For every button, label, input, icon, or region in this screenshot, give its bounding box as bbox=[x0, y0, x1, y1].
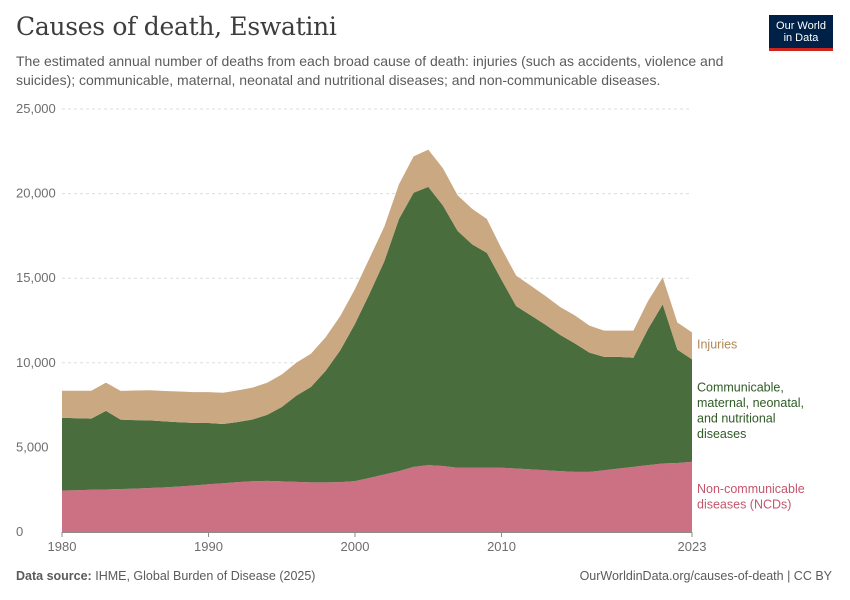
x-tick-label: 1990 bbox=[194, 539, 223, 554]
series-label-line: diseases bbox=[697, 427, 746, 441]
data-source-label: Data source: bbox=[16, 569, 92, 583]
area-series-injuries[interactable] bbox=[62, 149, 692, 425]
logo-line-1: Our World bbox=[776, 20, 826, 32]
owid-logo[interactable]: Our World in Data bbox=[769, 15, 833, 51]
y-tick-label: 20,000 bbox=[16, 186, 56, 201]
series-labels: Non-communicable diseases (NCDs) Communica… bbox=[697, 337, 805, 511]
series-label-line: Non-communicable bbox=[697, 482, 805, 496]
series-label-line: diseases (NCDs) bbox=[697, 498, 791, 512]
area-layer bbox=[62, 149, 692, 532]
y-tick-label: 10,000 bbox=[16, 355, 56, 370]
area-series-ncd[interactable] bbox=[62, 461, 692, 532]
y-tick-label: 5,000 bbox=[16, 439, 49, 454]
series-label-line: Communicable, bbox=[697, 380, 784, 394]
x-tick-label: 2023 bbox=[678, 539, 707, 554]
series-label-communicable: Communicable, maternal, neonatal, and nutr… bbox=[697, 380, 804, 441]
axes: 0 5,000 10,000 15,000 20,000 25,000 1980 1990 20… bbox=[16, 101, 706, 554]
series-label-line: and nutritional bbox=[697, 411, 776, 425]
data-source-text: IHME, Global Burden of Disease (2025) bbox=[95, 569, 316, 583]
chart-subtitle: The estimated annual number of deaths fr… bbox=[16, 53, 724, 88]
area-series-communicable[interactable] bbox=[62, 186, 692, 491]
series-label-line: Injuries bbox=[697, 337, 737, 351]
y-tick-label: 15,000 bbox=[16, 270, 56, 285]
series-label-injuries: Injuries bbox=[697, 337, 737, 351]
y-tick-label: 25,000 bbox=[16, 101, 56, 116]
data-source: Data source: IHME, Global Burden of Dise… bbox=[16, 569, 315, 583]
logo-line-2: in Data bbox=[783, 32, 819, 44]
y-tick-label: 0 bbox=[16, 524, 23, 539]
source-url[interactable]: OurWorldinData.org/causes-of-death | CC … bbox=[579, 569, 832, 583]
series-label-ncd: Non-communicable diseases (NCDs) bbox=[697, 482, 805, 512]
x-tick-label: 2010 bbox=[487, 539, 516, 554]
x-tick-label: 2000 bbox=[341, 539, 370, 554]
chart-title: Causes of death, Eswatini bbox=[16, 12, 337, 41]
x-tick-label: 1980 bbox=[48, 539, 77, 554]
series-label-line: maternal, neonatal, bbox=[697, 396, 804, 410]
